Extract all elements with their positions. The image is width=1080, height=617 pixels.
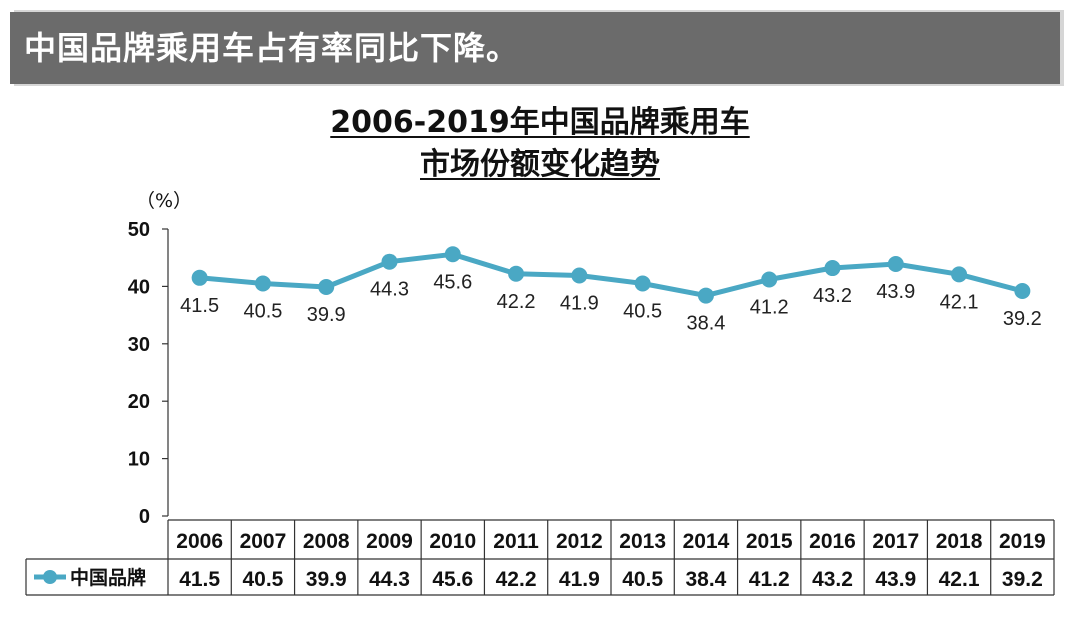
- data-point-marker: [761, 271, 778, 288]
- x-tick-label: 2019: [999, 530, 1046, 553]
- table-value-cell: 39.9: [306, 568, 347, 591]
- data-label: 39.9: [307, 304, 346, 326]
- y-tick-label: 20: [128, 391, 150, 413]
- data-point-marker: [951, 266, 968, 283]
- data-label: 39.2: [1003, 308, 1042, 330]
- data-point-marker: [444, 246, 461, 263]
- x-tick-label: 2011: [493, 530, 539, 553]
- y-tick-label: 30: [128, 334, 150, 356]
- data-point-marker: [508, 265, 525, 282]
- table-value-cell: 42.1: [939, 568, 980, 591]
- y-axis-unit-label: （%）: [136, 190, 193, 212]
- data-point-marker: [318, 278, 335, 295]
- table-value-cell: 41.5: [179, 568, 220, 591]
- data-label: 38.4: [686, 313, 725, 335]
- x-tick-label: 2008: [303, 530, 350, 553]
- data-label: 44.3: [370, 279, 409, 301]
- page-banner-title: 中国品牌乘用车占有率同比下降。: [10, 12, 1060, 84]
- x-tick-label: 2012: [556, 530, 603, 553]
- series-line-china-brand: [197, 251, 1025, 299]
- data-label: 43.2: [813, 285, 852, 307]
- table-value-cell: 41.9: [559, 568, 600, 591]
- data-label: 41.9: [560, 292, 599, 314]
- data-point-marker: [1014, 282, 1031, 299]
- data-point-marker: [381, 253, 398, 270]
- data-point-marker: [571, 267, 588, 284]
- y-tick-label: 0: [139, 506, 150, 528]
- x-tick-label: 2018: [936, 530, 983, 553]
- table-value-cell: 40.5: [622, 568, 663, 591]
- x-tick-label: 2010: [429, 530, 476, 553]
- x-tick-label: 2014: [683, 530, 730, 553]
- table-value-cell: 42.2: [496, 568, 537, 591]
- data-label: 40.5: [243, 301, 282, 323]
- data-point-marker: [697, 287, 714, 304]
- data-label: 45.6: [433, 271, 472, 293]
- data-label: 43.9: [876, 281, 915, 303]
- data-point-marker: [254, 275, 271, 292]
- chart-title: 2006-2019年中国品牌乘用车: [330, 105, 750, 140]
- data-label: 41.2: [750, 297, 789, 319]
- chart-title-line1: 2006-2019年中国品牌乘用车: [0, 104, 1080, 142]
- table-value-cell: 41.2: [749, 568, 790, 591]
- data-point-marker: [191, 269, 208, 286]
- x-tick-label: 2015: [746, 530, 793, 553]
- y-tick-label: 40: [128, 276, 150, 298]
- data-label: 42.2: [497, 291, 536, 313]
- legend-series-name: 中国品牌: [70, 566, 146, 589]
- data-label: 40.5: [623, 301, 662, 323]
- x-tick-label: 2016: [809, 530, 856, 553]
- table-value-cell: 43.2: [812, 568, 853, 591]
- table-value-cell: 38.4: [685, 568, 726, 591]
- chart-subtitle: 市场份额变化趋势: [420, 147, 660, 182]
- table-value-cell: 45.6: [432, 568, 473, 591]
- table-value-cell: 43.9: [875, 568, 916, 591]
- chart-title-line2: 市场份额变化趋势: [0, 146, 1080, 184]
- x-tick-label: 2017: [872, 530, 919, 553]
- data-point-marker: [824, 260, 841, 277]
- y-tick-label: 10: [128, 449, 150, 471]
- table-value-cell: 44.3: [369, 568, 410, 591]
- data-point-marker: [634, 275, 651, 292]
- data-label: 42.1: [940, 291, 979, 313]
- table-value-cell: 39.2: [1002, 568, 1043, 591]
- y-tick-label: 50: [128, 219, 150, 241]
- x-tick-label: 2009: [366, 530, 413, 553]
- x-tick-label: 2006: [176, 530, 223, 553]
- data-label: 41.5: [180, 295, 219, 317]
- data-point-marker: [887, 256, 904, 273]
- x-tick-label: 2013: [619, 530, 666, 553]
- x-tick-label: 2007: [240, 530, 287, 553]
- legend-marker-swatch: [43, 570, 57, 584]
- table-value-cell: 40.5: [242, 568, 283, 591]
